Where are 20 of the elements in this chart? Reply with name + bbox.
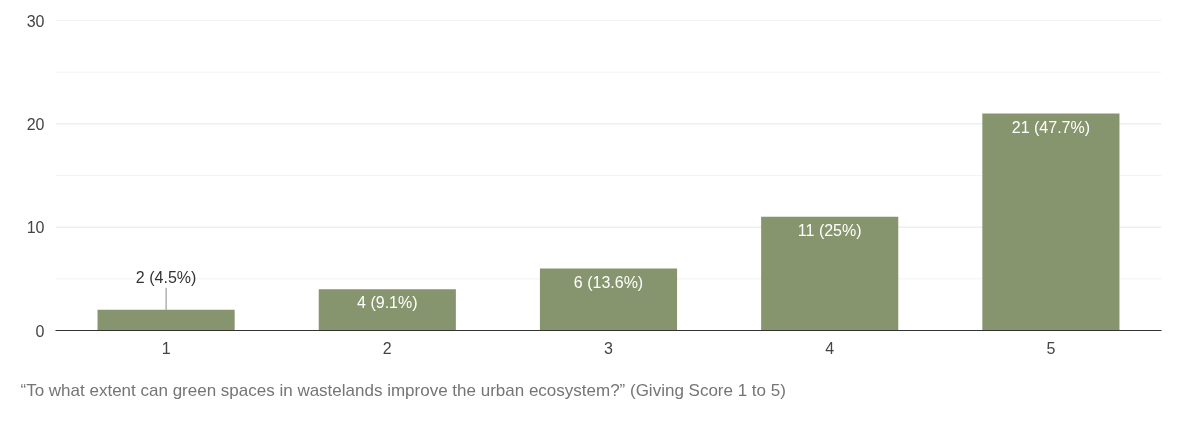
x-tick-label: 2 — [382, 339, 392, 357]
bar — [97, 309, 235, 331]
x-tick-label: 5 — [1046, 339, 1056, 357]
bar — [318, 289, 456, 331]
data-label: 4 (9.1%) — [357, 294, 418, 312]
y-tick-label: 30 — [26, 12, 45, 30]
y-tick-label: 20 — [26, 115, 45, 133]
x-tick-label: 3 — [604, 339, 614, 357]
data-label: 2 (4.5%) — [135, 268, 197, 286]
x-tick-label: 1 — [161, 339, 171, 357]
bar — [539, 268, 678, 331]
data-label: 21 (47.7%) — [1011, 118, 1091, 136]
x-tick-label: 4 — [825, 339, 835, 357]
text: “To what extent can green spaces in wastelands improve the urban ecosystem?” (Giving Score 1 to 5) — [20, 381, 786, 400]
y-tick-label: 0 — [35, 322, 45, 340]
data-label: 6 (13.6%) — [573, 273, 644, 291]
bar — [982, 113, 1120, 331]
y-tick-label: 10 — [26, 219, 45, 237]
data-label: 11 (25%) — [797, 221, 862, 239]
bar — [761, 216, 899, 331]
